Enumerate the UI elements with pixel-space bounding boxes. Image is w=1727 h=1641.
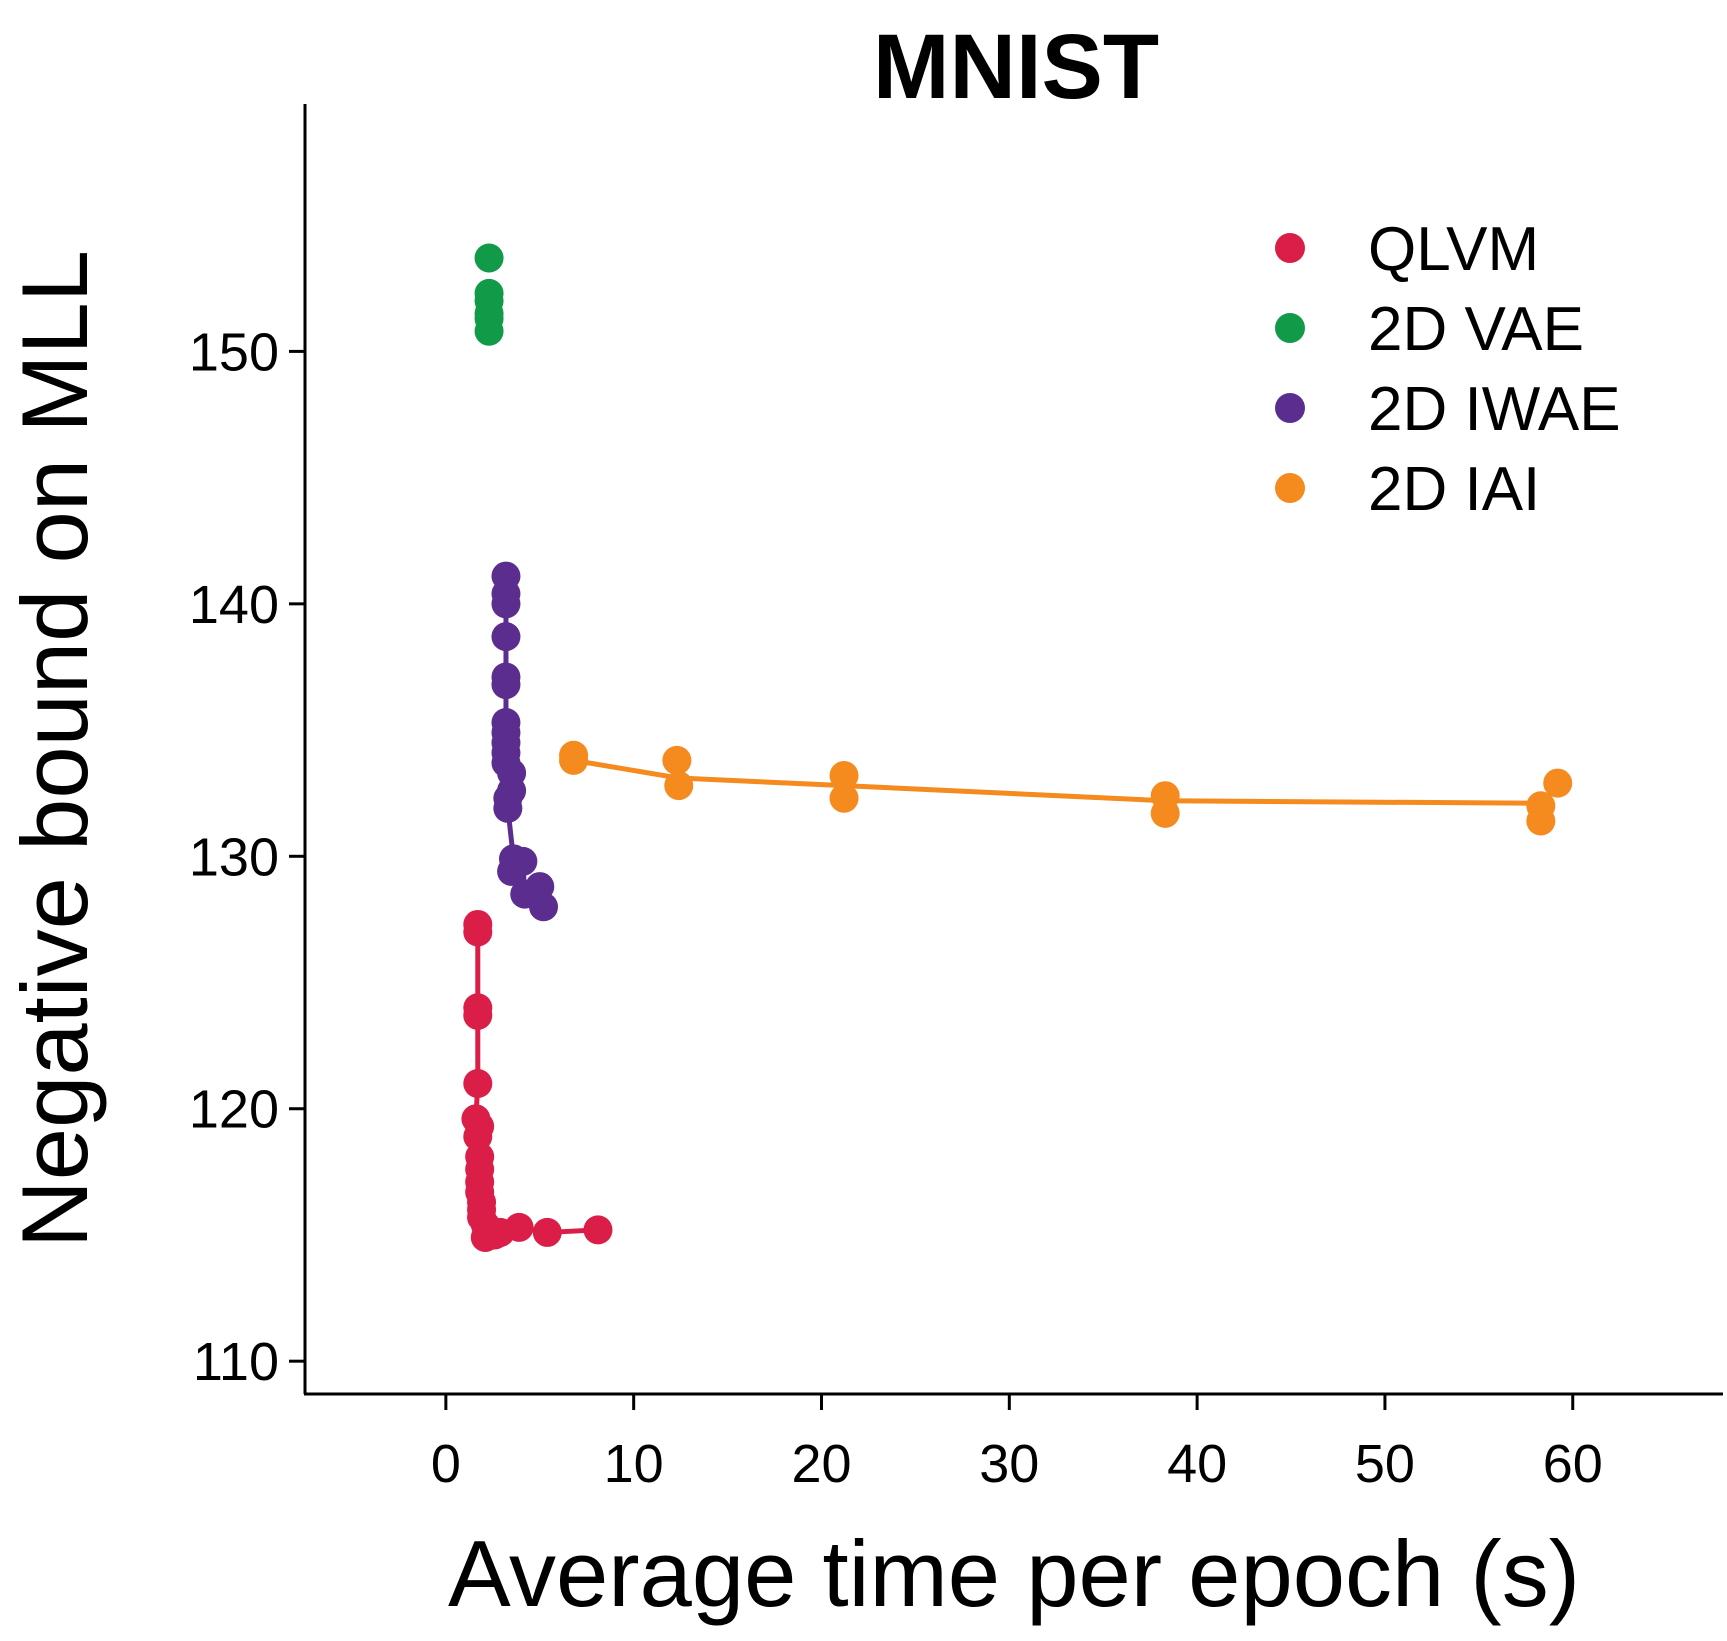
legend-marker bbox=[1275, 313, 1305, 343]
x-tick-label: 30 bbox=[979, 1434, 1039, 1494]
series-lines bbox=[473, 576, 1541, 1240]
axes bbox=[303, 104, 1723, 1396]
legend-item-2d-iwae: 2D IWAE bbox=[1275, 375, 1621, 444]
series-line-qlvm bbox=[473, 924, 599, 1240]
data-point-2d-iai bbox=[1526, 806, 1556, 836]
data-point-qlvm bbox=[463, 917, 493, 947]
legend-marker bbox=[1275, 233, 1305, 263]
data-point-2d-iwae bbox=[491, 670, 521, 700]
series-line-2d-iai bbox=[573, 757, 1541, 806]
data-point-qlvm bbox=[532, 1217, 562, 1247]
data-point-2d-iai bbox=[829, 783, 859, 813]
data-point-2d-vae bbox=[474, 316, 504, 346]
x-tick-label: 60 bbox=[1543, 1434, 1603, 1494]
data-point-qlvm bbox=[583, 1215, 613, 1245]
legend-item-2d-iai: 2D IAI bbox=[1275, 455, 1540, 524]
x-axis-label: Average time per epoch (s) bbox=[448, 1521, 1580, 1626]
data-point-2d-iwae bbox=[529, 892, 559, 922]
data-point-2d-iwae bbox=[508, 846, 538, 876]
x-tick-label: 0 bbox=[431, 1434, 461, 1494]
data-point-2d-iai bbox=[662, 745, 692, 775]
data-point-2d-iai bbox=[1150, 798, 1180, 828]
y-tick-label: 110 bbox=[193, 1332, 279, 1392]
y-tick-label: 130 bbox=[189, 827, 279, 887]
data-point-2d-iai bbox=[1543, 768, 1573, 798]
x-tick-label: 20 bbox=[791, 1434, 851, 1494]
data-point-qlvm bbox=[463, 1068, 493, 1098]
y-axis-label: Negative bound on MLL bbox=[2, 250, 107, 1248]
data-point-qlvm bbox=[463, 1000, 493, 1030]
legend-marker bbox=[1275, 473, 1305, 503]
legend-label: QLVM bbox=[1368, 215, 1539, 284]
data-point-2d-iwae bbox=[491, 622, 521, 652]
legend: QLVM 2D VAE 2D IWAE 2D IAI bbox=[1275, 215, 1621, 524]
data-point-2d-iai bbox=[559, 745, 589, 775]
legend-label: 2D VAE bbox=[1368, 295, 1584, 364]
legend-item-qlvm: QLVM bbox=[1275, 215, 1539, 284]
data-point-2d-iai bbox=[829, 761, 859, 791]
data-point-2d-iai bbox=[664, 771, 694, 801]
data-point-2d-vae bbox=[474, 243, 504, 273]
series-points bbox=[461, 243, 1573, 1252]
x-ticks: 0 10 20 30 40 50 60 bbox=[431, 1394, 1603, 1494]
x-tick-label: 10 bbox=[604, 1434, 664, 1494]
y-tick-label: 140 bbox=[189, 575, 279, 635]
y-tick-label: 150 bbox=[189, 322, 279, 382]
data-point-2d-iwae bbox=[491, 589, 521, 619]
y-ticks: 110 120 130 140 150 bbox=[189, 322, 305, 1392]
legend-item-2d-vae: 2D VAE bbox=[1275, 295, 1584, 364]
y-tick-label: 120 bbox=[189, 1080, 279, 1140]
legend-label: 2D IWAE bbox=[1368, 375, 1621, 444]
chart-title: MNIST bbox=[873, 16, 1159, 118]
legend-label: 2D IAI bbox=[1368, 455, 1540, 524]
data-point-2d-iwae bbox=[493, 793, 523, 823]
legend-marker bbox=[1275, 393, 1305, 423]
x-tick-label: 50 bbox=[1355, 1434, 1415, 1494]
data-point-qlvm bbox=[504, 1212, 534, 1242]
x-tick-label: 40 bbox=[1167, 1434, 1227, 1494]
